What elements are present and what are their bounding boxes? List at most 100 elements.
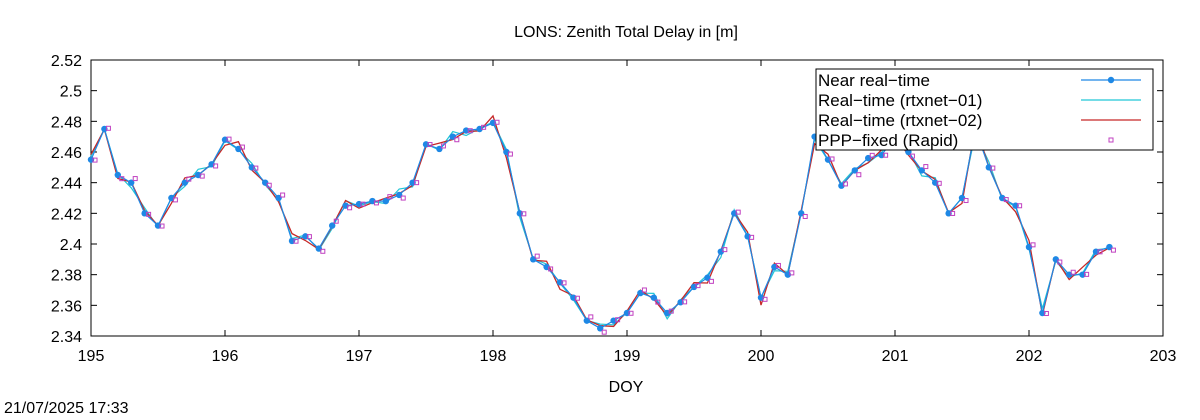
legend-marker [1108,137,1114,143]
x-tick-label: 198 [480,348,507,365]
data-point-ppp-fixed [481,124,487,130]
data-point-ppp-fixed [1003,197,1009,203]
data-point-ppp-fixed [440,143,446,149]
x-axis-label: DOY [609,379,644,396]
y-tick-label: 2.48 [51,114,82,131]
data-point-ppp-fixed [963,198,969,204]
data-point-ppp-fixed [146,211,152,217]
x-tick-label: 196 [212,348,239,365]
data-point-ppp-fixed [601,329,607,335]
x-tick-label: 195 [78,348,105,365]
x-tick-label: 201 [882,348,909,365]
y-tick-label: 2.44 [51,176,82,193]
data-point-ppp-fixed [306,234,312,240]
data-point-ppp-fixed [226,136,232,142]
x-axis-ticks: 195 196 197 198 199 200 201 202 203 [78,60,1176,365]
data-point-ppp-fixed [762,296,768,302]
data-point-ppp-fixed [360,201,366,207]
data-point-ppp-fixed [199,173,205,179]
data-point-ppp-fixed [521,211,527,217]
data-point-ppp-fixed [682,299,688,305]
data-point-ppp-fixed [92,157,98,163]
data-point-near-real-time [851,167,858,174]
data-point-near-real-time [382,197,389,205]
data-point-ppp-fixed [266,182,272,188]
y-tick-label: 2.38 [51,268,82,285]
data-point-ppp-fixed [574,295,580,301]
data-point-ppp-fixed [239,144,245,150]
data-point-ppp-fixed [749,234,755,240]
y-tick-label: 2.4 [60,237,82,254]
chart-title: LONS: Zenith Total Delay in [m] [514,24,738,41]
data-point-ppp-fixed [494,119,500,125]
data-point-ppp-fixed [333,218,339,224]
series-layer [87,114,1116,335]
data-point-ppp-fixed [990,165,996,171]
data-point-ppp-fixed [722,247,728,253]
y-axis-ticks: 2.34 2.36 2.38 2.4 2.42 2.44 2.46 2.48 2.5 2.52 [51,53,1163,346]
data-point-ppp-fixed [1017,203,1023,209]
legend-label: Near real−time [818,71,930,90]
data-point-ppp-fixed [467,128,473,134]
legend-label: PPP−fixed (Rapid) [818,131,958,150]
data-point-ppp-fixed [1097,249,1103,255]
y-tick-label: 2.5 [60,84,82,101]
data-point-ppp-fixed [373,200,379,206]
data-point-ppp-fixed [293,238,299,244]
timestamp: 21/07/2025 17:33 [4,400,129,417]
y-tick-label: 2.46 [51,145,82,162]
data-point-ppp-fixed [320,248,326,254]
data-point-ppp-fixed [883,152,889,158]
data-point-ppp-fixed [561,280,567,286]
x-tick-label: 197 [346,348,373,365]
y-tick-label: 2.42 [51,206,82,223]
data-point-ppp-fixed [253,165,259,171]
data-point-ppp-fixed [1084,271,1090,277]
data-point-ppp-fixed [641,287,647,293]
data-point-ppp-fixed [548,266,554,272]
y-tick-label: 2.34 [51,329,82,346]
data-point-ppp-fixed [936,180,942,186]
legend-label: Real−time (rtxnet−01) [818,91,982,110]
data-point-ppp-fixed [950,210,956,216]
data-point-ppp-fixed [172,197,178,203]
data-point-ppp-fixed [789,270,795,276]
data-point-ppp-fixed [347,205,353,211]
data-point-ppp-fixed [280,192,286,198]
data-point-ppp-fixed [132,176,138,182]
data-point-ppp-fixed [829,156,835,162]
data-point-ppp-fixed [909,153,915,159]
data-point-ppp-fixed [507,151,513,157]
data-point-ppp-fixed [186,176,192,182]
data-point-ppp-fixed [105,125,111,131]
data-point-ppp-fixed [454,137,460,143]
data-point-ppp-fixed [159,223,165,229]
x-tick-label: 202 [1016,348,1043,365]
data-point-ppp-fixed [1110,247,1116,253]
data-point-ppp-fixed [695,283,701,289]
data-point-ppp-fixed [427,142,433,148]
data-point-ppp-fixed [1030,242,1036,248]
data-point-ppp-fixed [842,181,848,187]
data-point-ppp-fixed [534,253,540,259]
data-point-near-real-time [329,222,336,229]
legend-marker [1107,76,1115,84]
data-point-ppp-fixed [802,213,808,219]
data-point-ppp-fixed [668,308,674,314]
data-point-ppp-fixed [387,194,393,200]
legend-label: Real−time (rtxnet−02) [818,111,982,130]
data-point-ppp-fixed [1043,310,1049,316]
data-point-ppp-fixed [615,317,621,323]
x-tick-label: 199 [614,348,641,365]
data-point-ppp-fixed [119,176,125,182]
legend-box [815,68,1154,151]
data-point-ppp-fixed [213,163,219,169]
data-point-ppp-fixed [775,262,781,268]
data-point-ppp-fixed [588,314,594,320]
data-point-ppp-fixed [869,152,875,158]
data-point-ppp-fixed [1057,259,1063,265]
data-point-ppp-fixed [923,164,929,170]
data-point-ppp-fixed [655,299,661,305]
data-point-ppp-fixed [735,209,741,215]
data-point-ppp-fixed [708,278,714,284]
